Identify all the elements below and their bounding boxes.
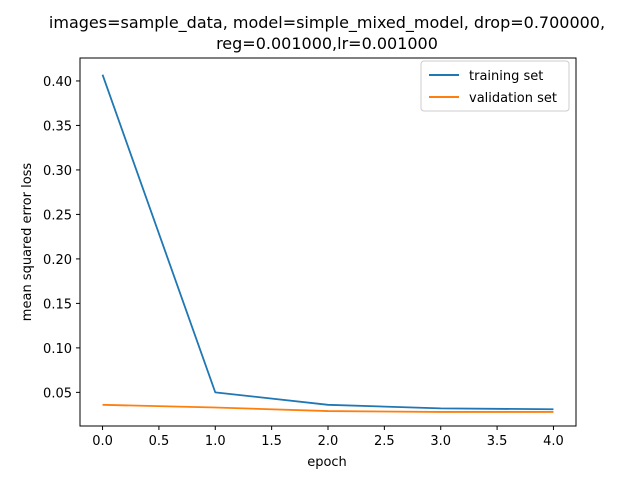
- legend-label-training-set: training set: [469, 69, 543, 84]
- chart-title-line-1: images=sample_data, model=simple_mixed_m…: [49, 13, 605, 33]
- x-tick-label: 2.5: [374, 434, 395, 449]
- x-tick-label: 0.0: [92, 434, 113, 449]
- legend-label-validation-set: validation set: [469, 91, 557, 106]
- y-tick-label: 0.15: [43, 297, 72, 312]
- x-tick-label: 0.5: [149, 434, 170, 449]
- series-line-validation-set: [102, 403, 554, 413]
- y-tick-label: 0.40: [43, 75, 72, 90]
- y-tick-label: 0.30: [43, 164, 72, 179]
- x-tick-label: 1.5: [261, 434, 282, 449]
- x-tick-label: 1.0: [205, 434, 226, 449]
- y-tick-label: 0.05: [43, 386, 72, 401]
- x-tick-label: 2.0: [318, 434, 339, 449]
- legend-box: [420, 60, 570, 112]
- legend: training set validation set: [420, 60, 570, 112]
- series-line-training-set: [101, 74, 554, 411]
- y-axis-label: mean squared error loss: [20, 163, 35, 322]
- x-tick-label: 4.0: [543, 434, 564, 449]
- plot-area: 0.0 0.5 1.0 1.5 2.0 2.5 3.0 3.5 4.0 0.05 0.10 0.15 0…: [43, 57, 577, 449]
- y-tick-label: 0.20: [43, 253, 72, 268]
- x-tick-label: 3.5: [487, 434, 508, 449]
- chart-title-line-2: reg=0.001000,lr=0.001000: [216, 34, 438, 53]
- x-tick-label: 3.0: [430, 434, 451, 449]
- y-tick-label: 0.10: [43, 342, 72, 357]
- x-axis-label: epoch: [307, 455, 347, 470]
- y-tick-label: 0.35: [43, 119, 72, 134]
- y-tick-label: 0.25: [43, 208, 72, 223]
